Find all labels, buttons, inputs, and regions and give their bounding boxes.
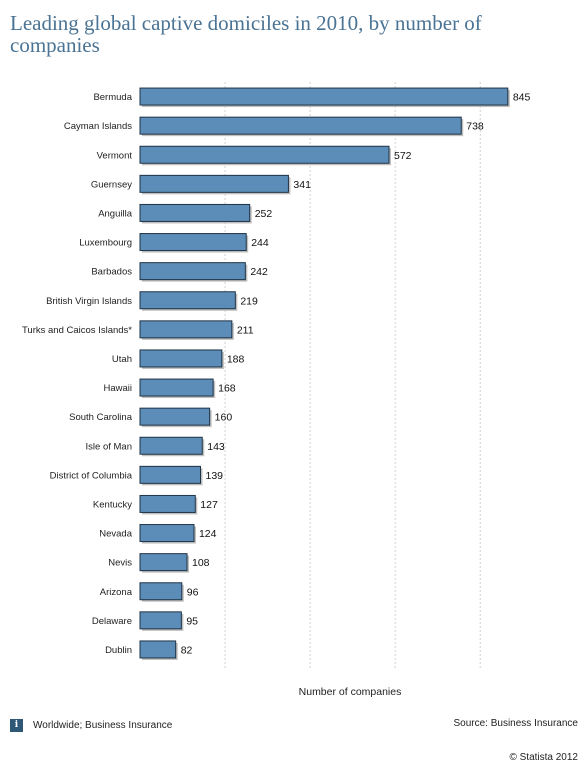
category-label: Luxembourg bbox=[79, 238, 132, 249]
value-label: 96 bbox=[187, 586, 199, 598]
bar[interactable] bbox=[139, 436, 203, 455]
category-label: Isle of Man bbox=[86, 441, 132, 452]
bar[interactable] bbox=[139, 407, 211, 426]
bar[interactable] bbox=[139, 582, 183, 601]
category-label: Anguilla bbox=[98, 208, 133, 219]
value-label: 211 bbox=[237, 324, 254, 336]
category-label: Dublin bbox=[105, 645, 132, 656]
category-label: Delaware bbox=[92, 616, 132, 627]
value-label: 143 bbox=[207, 441, 225, 453]
value-label: 242 bbox=[250, 266, 268, 278]
bar[interactable] bbox=[139, 320, 233, 339]
value-label: 127 bbox=[200, 499, 218, 511]
category-label: Bermuda bbox=[93, 92, 132, 103]
bar-chart: Bermuda Cayman Islands Vermont Guernsey Angu… bbox=[22, 82, 531, 698]
value-label: 252 bbox=[255, 208, 273, 220]
bar[interactable] bbox=[139, 174, 289, 193]
category-label: Nevis bbox=[108, 558, 132, 569]
region-note: Worldwide; Business Insurance bbox=[33, 719, 173, 731]
gridlines bbox=[224, 82, 481, 668]
value-labels: 845 738 572 341 252 244 242 219 211 188 168 160 143 1… bbox=[181, 92, 531, 657]
bar[interactable] bbox=[139, 116, 462, 135]
bars bbox=[139, 87, 510, 660]
category-label: Kentucky bbox=[93, 499, 132, 510]
category-label: Cayman Islands bbox=[64, 121, 132, 132]
value-label: 738 bbox=[466, 121, 484, 133]
bar[interactable] bbox=[139, 145, 390, 164]
copyright: © Statista 2012 bbox=[509, 752, 578, 763]
info-icon[interactable]: i bbox=[10, 718, 23, 732]
bar[interactable] bbox=[139, 640, 177, 659]
category-labels: Bermuda Cayman Islands Vermont Guernsey Angu… bbox=[22, 92, 133, 656]
source-note: Source: Business Insurance bbox=[453, 718, 578, 729]
bar[interactable] bbox=[139, 87, 509, 106]
category-label: Utah bbox=[112, 354, 132, 365]
value-label: 168 bbox=[218, 383, 236, 395]
bar[interactable] bbox=[139, 611, 182, 630]
bar[interactable] bbox=[139, 349, 223, 368]
category-label: Turks and Caicos Islands* bbox=[22, 325, 132, 336]
bar[interactable] bbox=[139, 494, 196, 513]
category-label: Nevada bbox=[99, 529, 132, 540]
bar[interactable] bbox=[139, 553, 188, 572]
category-label: British Virgin Islands bbox=[46, 296, 132, 307]
value-label: 244 bbox=[251, 237, 269, 249]
value-label: 108 bbox=[192, 557, 210, 569]
category-label: Guernsey bbox=[91, 179, 132, 190]
value-label: 124 bbox=[199, 528, 217, 540]
footer-region: i Worldwide; Business Insurance bbox=[10, 718, 172, 732]
x-axis-title: Number of companies bbox=[299, 686, 402, 698]
category-label: District of Columbia bbox=[50, 470, 133, 481]
bar[interactable] bbox=[139, 203, 251, 222]
category-label: Arizona bbox=[100, 587, 133, 598]
value-label: 845 bbox=[513, 92, 531, 104]
bar[interactable] bbox=[139, 291, 236, 310]
category-label: Barbados bbox=[91, 267, 132, 278]
value-label: 341 bbox=[293, 179, 311, 191]
bar[interactable] bbox=[139, 378, 214, 397]
category-label: Vermont bbox=[97, 150, 133, 161]
value-label: 572 bbox=[394, 150, 412, 162]
value-label: 95 bbox=[186, 615, 198, 627]
value-label: 82 bbox=[181, 644, 193, 656]
bar[interactable] bbox=[139, 465, 202, 484]
category-label: Hawaii bbox=[103, 383, 132, 394]
category-label: South Carolina bbox=[69, 412, 133, 423]
value-label: 219 bbox=[240, 295, 258, 307]
bar[interactable] bbox=[139, 524, 195, 543]
value-label: 139 bbox=[206, 470, 224, 482]
value-label: 160 bbox=[215, 412, 233, 424]
bar[interactable] bbox=[139, 262, 246, 281]
chart-title: Leading global captive domiciles in 2010… bbox=[10, 11, 482, 57]
bar[interactable] bbox=[139, 233, 247, 252]
value-label: 188 bbox=[227, 353, 245, 365]
